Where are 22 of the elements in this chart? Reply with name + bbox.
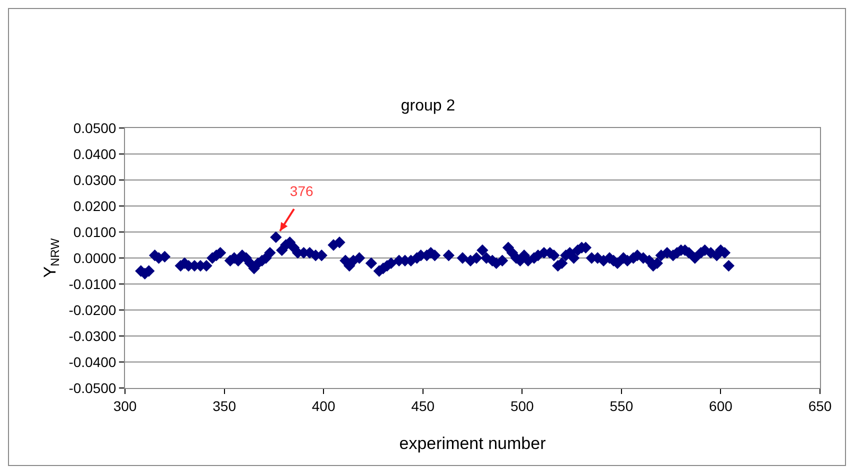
x-tick-label: 650 [808, 398, 832, 414]
x-tick-label: 600 [709, 398, 733, 414]
x-tick-label: 550 [610, 398, 634, 414]
x-tick-label: 350 [212, 398, 236, 414]
y-tick-label: 0.0300 [73, 172, 116, 188]
y-tick-label: -0.0100 [68, 276, 116, 292]
y-tick-label: -0.0500 [68, 380, 116, 396]
y-tick-label: -0.0400 [68, 354, 116, 370]
y-tick-label: -0.0300 [68, 328, 116, 344]
chart-title: group 2 [400, 97, 456, 114]
x-tick-label: 500 [510, 398, 534, 414]
y-tick-label: 0.0200 [73, 198, 116, 214]
x-tick-label: 450 [411, 398, 435, 414]
y-tick-label: -0.0200 [68, 302, 116, 318]
x-tick-label: 400 [312, 398, 336, 414]
y-tick-label: 0.0100 [73, 224, 116, 240]
annotation: 376 [290, 183, 314, 200]
x-tick-label: 300 [113, 398, 137, 414]
y-tick-label: 0.0000 [73, 250, 116, 266]
y-tick-label: 0.0400 [73, 146, 116, 162]
x-axis-title: experiment number [399, 434, 546, 453]
y-tick-label: 0.0500 [73, 120, 116, 136]
